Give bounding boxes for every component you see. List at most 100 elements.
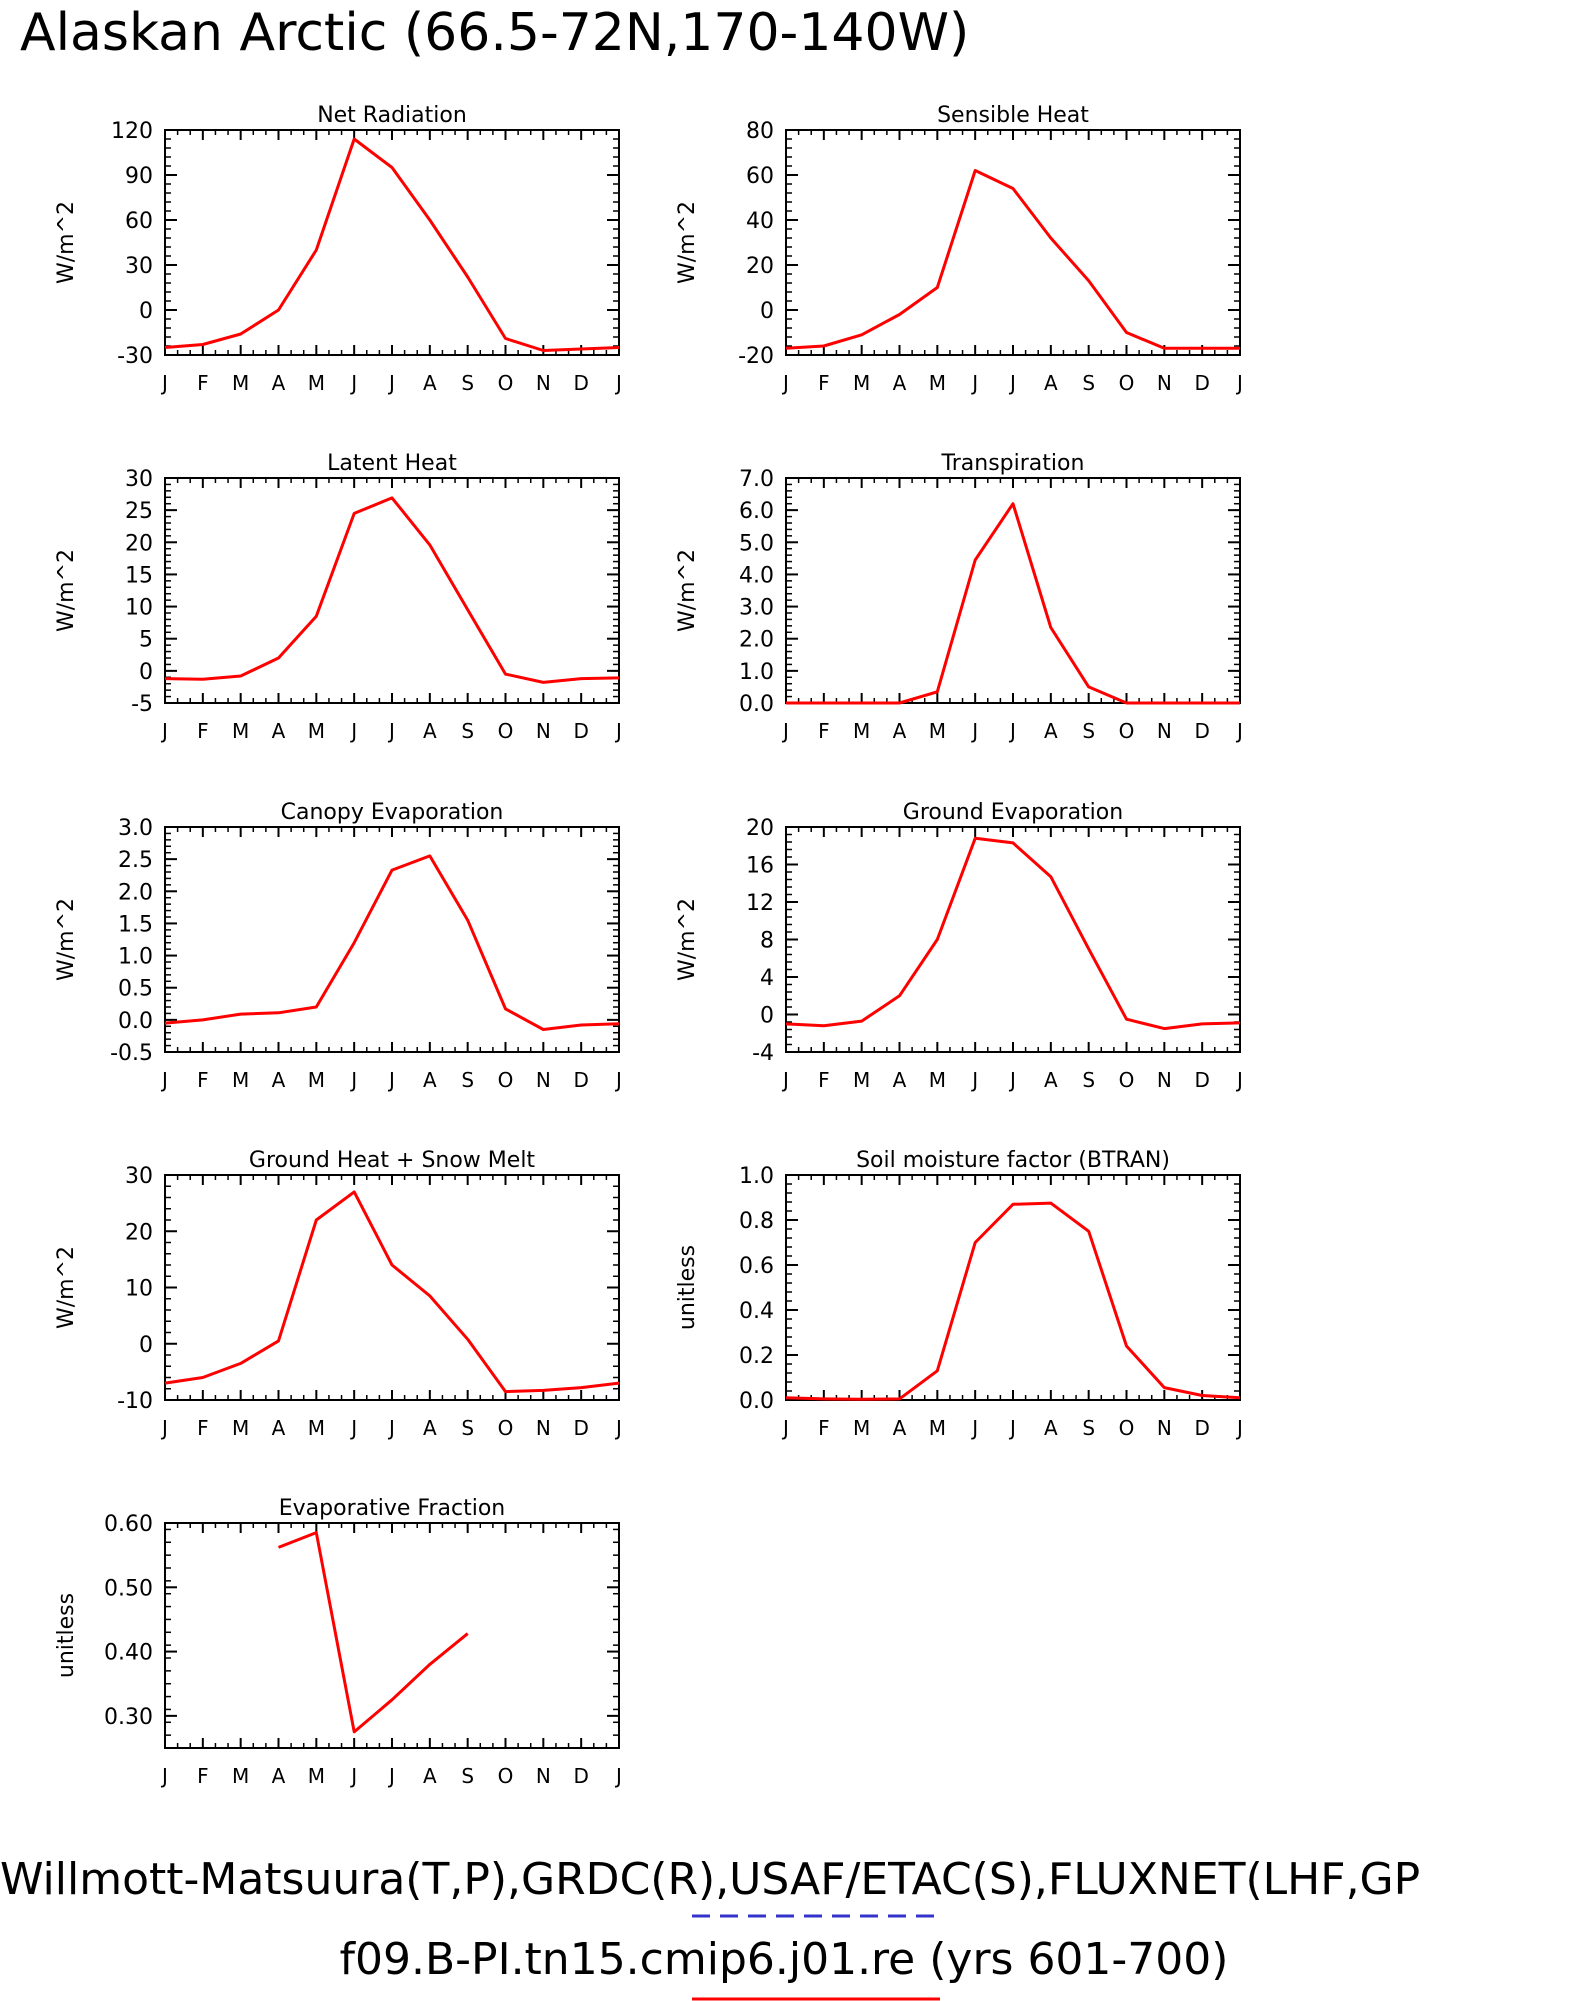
y-tick-label: 0.50: [104, 1576, 153, 1601]
y-tick-label: 30: [125, 1164, 153, 1189]
y-axis-label: W/m^2: [54, 549, 79, 632]
x-tick-label: J: [1235, 371, 1243, 395]
y-tick-label: 0: [139, 299, 153, 324]
plot-frame: [785, 477, 1241, 704]
y-tick-label: 1.0: [739, 660, 774, 685]
x-tick-label: O: [498, 719, 514, 743]
x-tick-label: S: [1082, 1068, 1095, 1092]
y-tick-label: 10: [125, 1277, 153, 1302]
x-tick-label: S: [1082, 719, 1095, 743]
chart-title: Ground Heat + Snow Melt: [249, 1148, 536, 1173]
x-tick-label: S: [1082, 1416, 1095, 1440]
x-tick-label: A: [893, 719, 907, 743]
plot-frame: [164, 1522, 620, 1749]
x-tick-label: J: [614, 1764, 622, 1788]
x-tick-label: N: [1157, 371, 1172, 395]
x-tick-label: A: [272, 371, 286, 395]
y-tick-label: 12: [746, 891, 774, 916]
x-tick-label: A: [272, 719, 286, 743]
x-tick-label: J: [614, 371, 622, 395]
footer-observations-text: Willmott-Matsuura(T,P),GRDC(R),USAF/ETAC…: [0, 1854, 1420, 1905]
x-tick-label: J: [160, 1068, 168, 1092]
x-tick-label: J: [160, 371, 168, 395]
y-tick-label: 0.6: [739, 1254, 774, 1279]
x-tick-label: J: [160, 1416, 168, 1440]
y-axis-label: W/m^2: [675, 549, 700, 632]
y-tick-label: 8: [760, 929, 774, 954]
y-axis-label: W/m^2: [675, 898, 700, 981]
x-tick-label: S: [461, 1764, 474, 1788]
x-tick-label: M: [308, 719, 325, 743]
series-line: [785, 836, 1241, 1031]
x-tick-label: A: [1044, 371, 1058, 395]
x-tick-label: M: [853, 371, 870, 395]
x-tick-label: J: [1235, 719, 1243, 743]
x-tick-label: J: [1008, 1068, 1016, 1092]
y-tick-label: 0.8: [739, 1209, 774, 1234]
x-tick-label: F: [197, 719, 209, 743]
y-tick-label: -4: [752, 1041, 774, 1066]
x-tick-label: M: [232, 371, 249, 395]
chart-title: Ground Evaporation: [903, 800, 1123, 825]
series-line: [164, 1190, 620, 1394]
chart-title: Net Radiation: [317, 103, 467, 128]
x-tick-label: M: [232, 1068, 249, 1092]
series-line: [164, 137, 620, 352]
x-tick-label: O: [1119, 1068, 1135, 1092]
y-tick-label: 0.30: [104, 1705, 153, 1730]
plot-frame: [164, 477, 620, 704]
y-tick-label: 7.0: [739, 467, 774, 492]
x-tick-label: A: [1044, 719, 1058, 743]
plot-frame: [785, 826, 1241, 1053]
y-tick-label: 30: [125, 467, 153, 492]
x-tick-label: A: [893, 1068, 907, 1092]
x-tick-label: D: [573, 1416, 588, 1440]
figure-title: Alaskan Arctic (66.5-72N,170-140W): [20, 3, 969, 63]
y-tick-label: 60: [125, 209, 153, 234]
y-tick-label: 10: [125, 596, 153, 621]
x-tick-label: N: [536, 371, 551, 395]
y-tick-label: 0.40: [104, 1641, 153, 1666]
x-tick-label: J: [1235, 1416, 1243, 1440]
x-tick-label: O: [498, 371, 514, 395]
x-tick-label: S: [461, 371, 474, 395]
x-tick-label: O: [1119, 1416, 1135, 1440]
y-tick-label: 5: [139, 628, 153, 653]
y-axis-label: W/m^2: [54, 898, 79, 981]
x-tick-label: A: [423, 1068, 437, 1092]
x-tick-label: J: [349, 719, 357, 743]
x-tick-label: M: [232, 719, 249, 743]
x-tick-label: S: [461, 719, 474, 743]
y-tick-label: 120: [111, 119, 153, 144]
x-tick-label: F: [197, 1764, 209, 1788]
x-tick-label: M: [232, 1416, 249, 1440]
x-tick-label: A: [272, 1068, 286, 1092]
y-tick-label: -0.5: [110, 1041, 153, 1066]
y-tick-label: 1.5: [118, 912, 153, 937]
x-tick-label: A: [893, 371, 907, 395]
x-tick-label: F: [197, 1416, 209, 1440]
x-tick-label: J: [970, 1416, 978, 1440]
x-tick-label: J: [1008, 371, 1016, 395]
x-tick-label: S: [1082, 371, 1095, 395]
y-axis-label: W/m^2: [54, 201, 79, 284]
x-tick-label: A: [893, 1416, 907, 1440]
x-tick-label: J: [781, 719, 789, 743]
y-tick-label: 0: [760, 1004, 774, 1029]
y-tick-label: 25: [125, 499, 153, 524]
y-axis-label: unitless: [675, 1245, 700, 1330]
x-tick-label: J: [1235, 1068, 1243, 1092]
y-tick-label: 0.5: [118, 977, 153, 1002]
x-tick-label: O: [498, 1764, 514, 1788]
y-tick-label: 6.0: [739, 499, 774, 524]
x-tick-label: M: [929, 1416, 946, 1440]
x-tick-label: J: [160, 1764, 168, 1788]
y-tick-label: 0.0: [739, 1389, 774, 1414]
